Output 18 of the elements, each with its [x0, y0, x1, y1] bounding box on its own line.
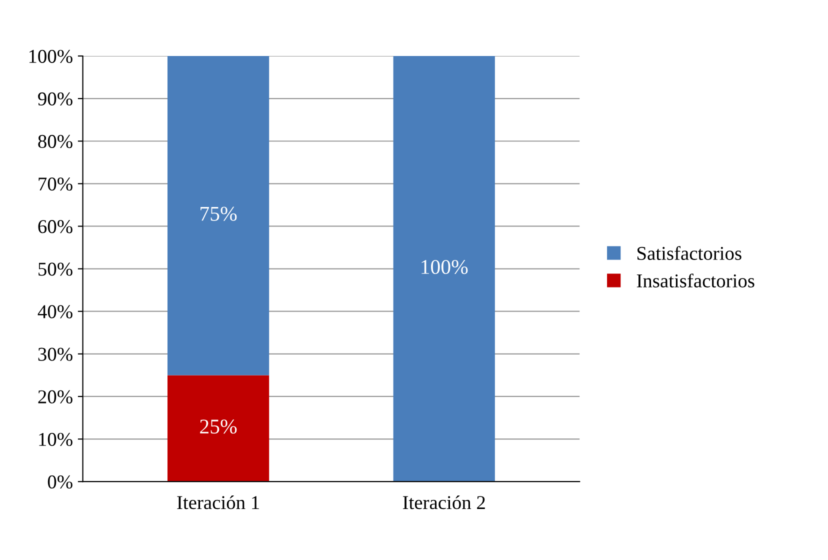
y-tick-label: 40%	[38, 305, 72, 318]
y-tick-label: 60%	[38, 220, 72, 234]
x-tick-label: Iteración 1	[177, 495, 259, 510]
y-tick-label: 30%	[38, 348, 72, 361]
x-tick-label: Iteración 2	[402, 495, 485, 510]
data-label: 75%	[200, 206, 237, 221]
y-tick-label: 50%	[38, 262, 72, 276]
legend-label: Satisfactorios	[638, 246, 742, 260]
y-tick-label: 80%	[38, 134, 72, 148]
y-tick-label: 100%	[29, 50, 72, 63]
y-tick-label: 70%	[38, 177, 72, 191]
y-tick-label: 20%	[38, 390, 72, 404]
data-label: 25%	[200, 420, 237, 434]
y-tick-label: 10%	[39, 432, 72, 446]
y-tick-label: 90%	[38, 92, 72, 106]
data-label: 100%	[422, 260, 468, 274]
y-tick-label: 0%	[48, 475, 72, 489]
legend-label: Insatisfactorios	[636, 274, 754, 288]
